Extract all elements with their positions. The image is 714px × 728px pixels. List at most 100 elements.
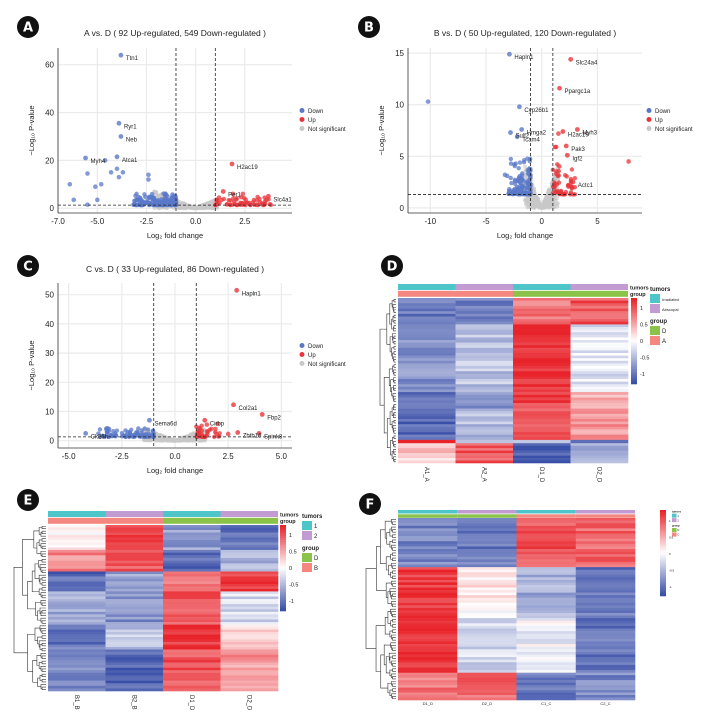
colorbar-step [660, 516, 666, 519]
heatmap-cell [48, 627, 106, 630]
heatmap-cell [457, 561, 517, 565]
colorbar-step [660, 533, 666, 537]
colorbar-step [631, 364, 637, 368]
heatmap-cell [575, 528, 636, 532]
heatmap-cell [163, 657, 221, 661]
heatmap-cell [570, 337, 629, 341]
legend-label: Not significant [655, 127, 693, 133]
heatmap-cell [516, 590, 577, 593]
heatmap-cell [513, 450, 571, 454]
heatmap-cell [163, 629, 221, 633]
column-label: C2_C [600, 701, 610, 706]
heatmap-cell [570, 413, 629, 417]
heatmap-cell [398, 421, 456, 425]
heatmap-cell [455, 450, 514, 454]
colorbar-step [660, 553, 666, 556]
heatmap-cell [455, 366, 514, 369]
heatmap-cell [516, 520, 577, 524]
heatmap-cell [457, 690, 517, 693]
colorbar-step [280, 537, 286, 541]
heatmap-cell [105, 555, 164, 559]
heatmap-cell [516, 613, 577, 616]
heatmap-cell [220, 634, 279, 638]
heatmap-cell [575, 572, 636, 576]
dendrogram-branch [41, 545, 46, 549]
annotation-legend: tumors 1 2 group DB [302, 514, 323, 572]
heatmap-cell [220, 688, 279, 692]
point-down [102, 158, 108, 163]
heatmap-cell [516, 633, 577, 637]
heatmap-cell [516, 605, 577, 609]
dendrogram-branch [393, 458, 396, 463]
heatmap-cell [575, 607, 636, 611]
dendrogram-branch [393, 306, 396, 312]
heatmap-cell [220, 566, 279, 570]
annotation-group-cell [516, 514, 576, 518]
colorbar-step [631, 351, 637, 355]
colorbar-step [280, 578, 286, 582]
point-not-significant [188, 204, 193, 209]
colorbar-step [660, 578, 666, 582]
point-down [524, 186, 530, 191]
point-labeled [231, 402, 236, 408]
heatmap-cell [398, 518, 458, 521]
heatmap-cell [570, 403, 629, 407]
heatmap-cell [457, 618, 517, 621]
heatmap-cell [516, 631, 577, 634]
dendrogram-branch [384, 520, 392, 539]
heatmap-cell [163, 566, 221, 570]
point-up [240, 202, 246, 207]
heatmap-cell [513, 381, 571, 385]
colorbar-step [280, 529, 286, 532]
colorbar-step [631, 338, 637, 342]
heatmap-cell [516, 687, 577, 691]
heatmap-cell [457, 695, 517, 698]
heatmap-cell [516, 572, 577, 576]
dendrogram-branch [392, 304, 396, 310]
heatmap-cell [516, 538, 577, 542]
point-down [146, 194, 152, 200]
heatmap-cell [105, 534, 164, 538]
heatmap-cell [163, 685, 221, 689]
heatmap-cell [455, 337, 514, 341]
point-labeled [220, 189, 226, 194]
heatmap-cell [105, 596, 164, 600]
heatmap-cell [105, 622, 164, 625]
heatmap-cell [516, 530, 577, 534]
heatmap-cell [398, 620, 458, 624]
heatmap-cell [513, 371, 571, 375]
heatmap-cell [220, 542, 279, 546]
annotation-group-cell [48, 517, 106, 524]
y-axis-label: −Log₁₀ P-value [27, 340, 36, 390]
point-labeled [507, 51, 512, 57]
heatmap-cell [48, 637, 106, 640]
heatmap-cell [398, 389, 456, 393]
heatmap-cell [457, 613, 517, 616]
heatmap-cell [575, 672, 636, 676]
colorbar-step [631, 381, 637, 385]
heatmap-cell [398, 685, 458, 688]
heatmap-cell [570, 448, 629, 451]
heatmap-cell [570, 334, 629, 338]
heatmap-cell [570, 453, 629, 456]
heatmap-cell [516, 587, 577, 591]
heatmap-cell [513, 373, 571, 377]
legend: Down Up Not significant [299, 343, 346, 368]
colorbar-step [280, 608, 286, 612]
heatmap-cell [457, 623, 517, 627]
heatmap-cell [516, 695, 577, 698]
heatmap-cell [163, 639, 221, 643]
heatmap-cell [455, 426, 514, 430]
heatmap-cell [220, 665, 279, 668]
colorbar-step [660, 565, 666, 569]
point-up [559, 191, 565, 197]
dendrogram-branch [393, 380, 396, 384]
point-up [213, 426, 218, 432]
heatmap-cell [48, 588, 106, 592]
point-down [147, 200, 152, 206]
dendrogram-branch [393, 346, 396, 350]
point-up [566, 184, 571, 189]
heatmap-cell [398, 448, 456, 451]
heatmap-cell [457, 584, 517, 588]
heatmap-cell [48, 624, 106, 628]
